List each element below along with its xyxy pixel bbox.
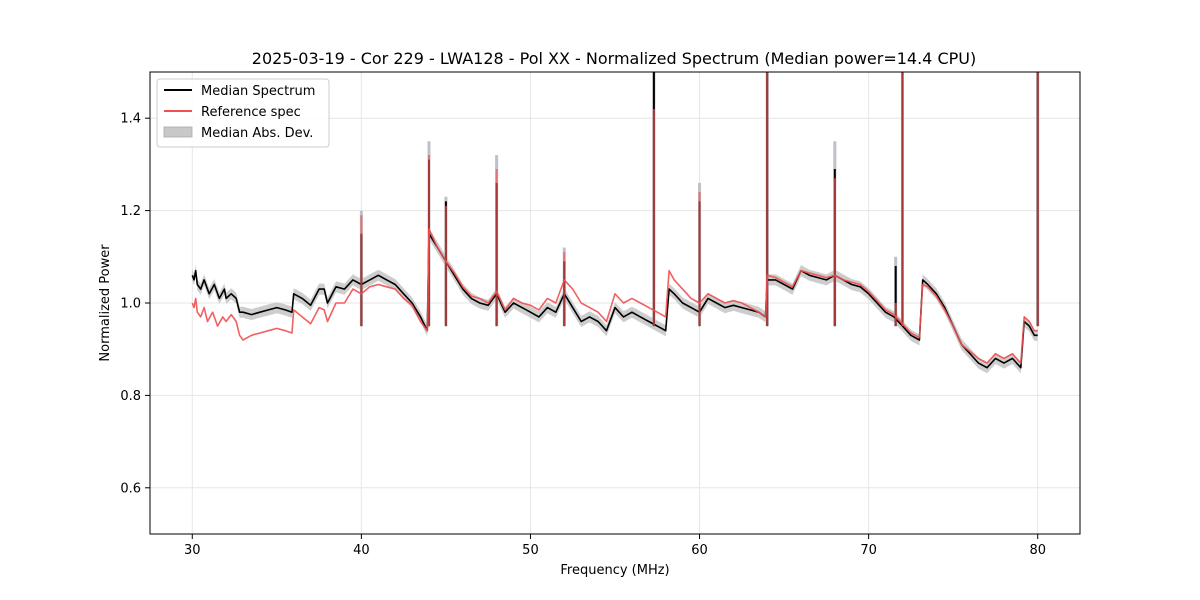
y-tick-label: 0.8 bbox=[120, 389, 141, 404]
y-tick-label: 1.0 bbox=[120, 297, 141, 312]
y-tick-label: 0.6 bbox=[120, 481, 141, 496]
x-tick-label: 80 bbox=[1029, 543, 1046, 558]
y-axis: 0.6 0.8 1.0 1.2 1.4 bbox=[120, 112, 150, 496]
legend: Median Spectrum Reference spec Median Ab… bbox=[156, 78, 330, 148]
x-tick-label: 60 bbox=[691, 543, 708, 558]
legend-reference-label: Reference spec bbox=[201, 105, 301, 120]
y-tick-label: 1.2 bbox=[120, 204, 141, 219]
plot-area bbox=[191, 72, 1040, 374]
median-spectrum-line bbox=[191, 232, 1038, 369]
x-axis-label: Frequency (MHz) bbox=[560, 563, 669, 578]
x-tick-label: 30 bbox=[184, 543, 201, 558]
chart-title: 2025-03-19 - Cor 229 - LWA128 - Pol XX -… bbox=[252, 49, 976, 68]
legend-mad-swatch bbox=[163, 126, 193, 138]
legend-mad-label: Median Abs. Dev. bbox=[201, 126, 313, 141]
y-tick-label: 1.4 bbox=[120, 112, 141, 127]
x-tick-label: 70 bbox=[860, 543, 877, 558]
legend-box bbox=[156, 78, 330, 148]
x-tick-label: 50 bbox=[522, 543, 539, 558]
reference-spectrum-line bbox=[191, 228, 1038, 364]
legend-median-label: Median Spectrum bbox=[201, 84, 315, 99]
y-axis-label: Normalized Power bbox=[98, 244, 113, 362]
x-tick-label: 40 bbox=[353, 543, 370, 558]
x-axis: 30 40 50 60 70 80 bbox=[184, 534, 1046, 558]
